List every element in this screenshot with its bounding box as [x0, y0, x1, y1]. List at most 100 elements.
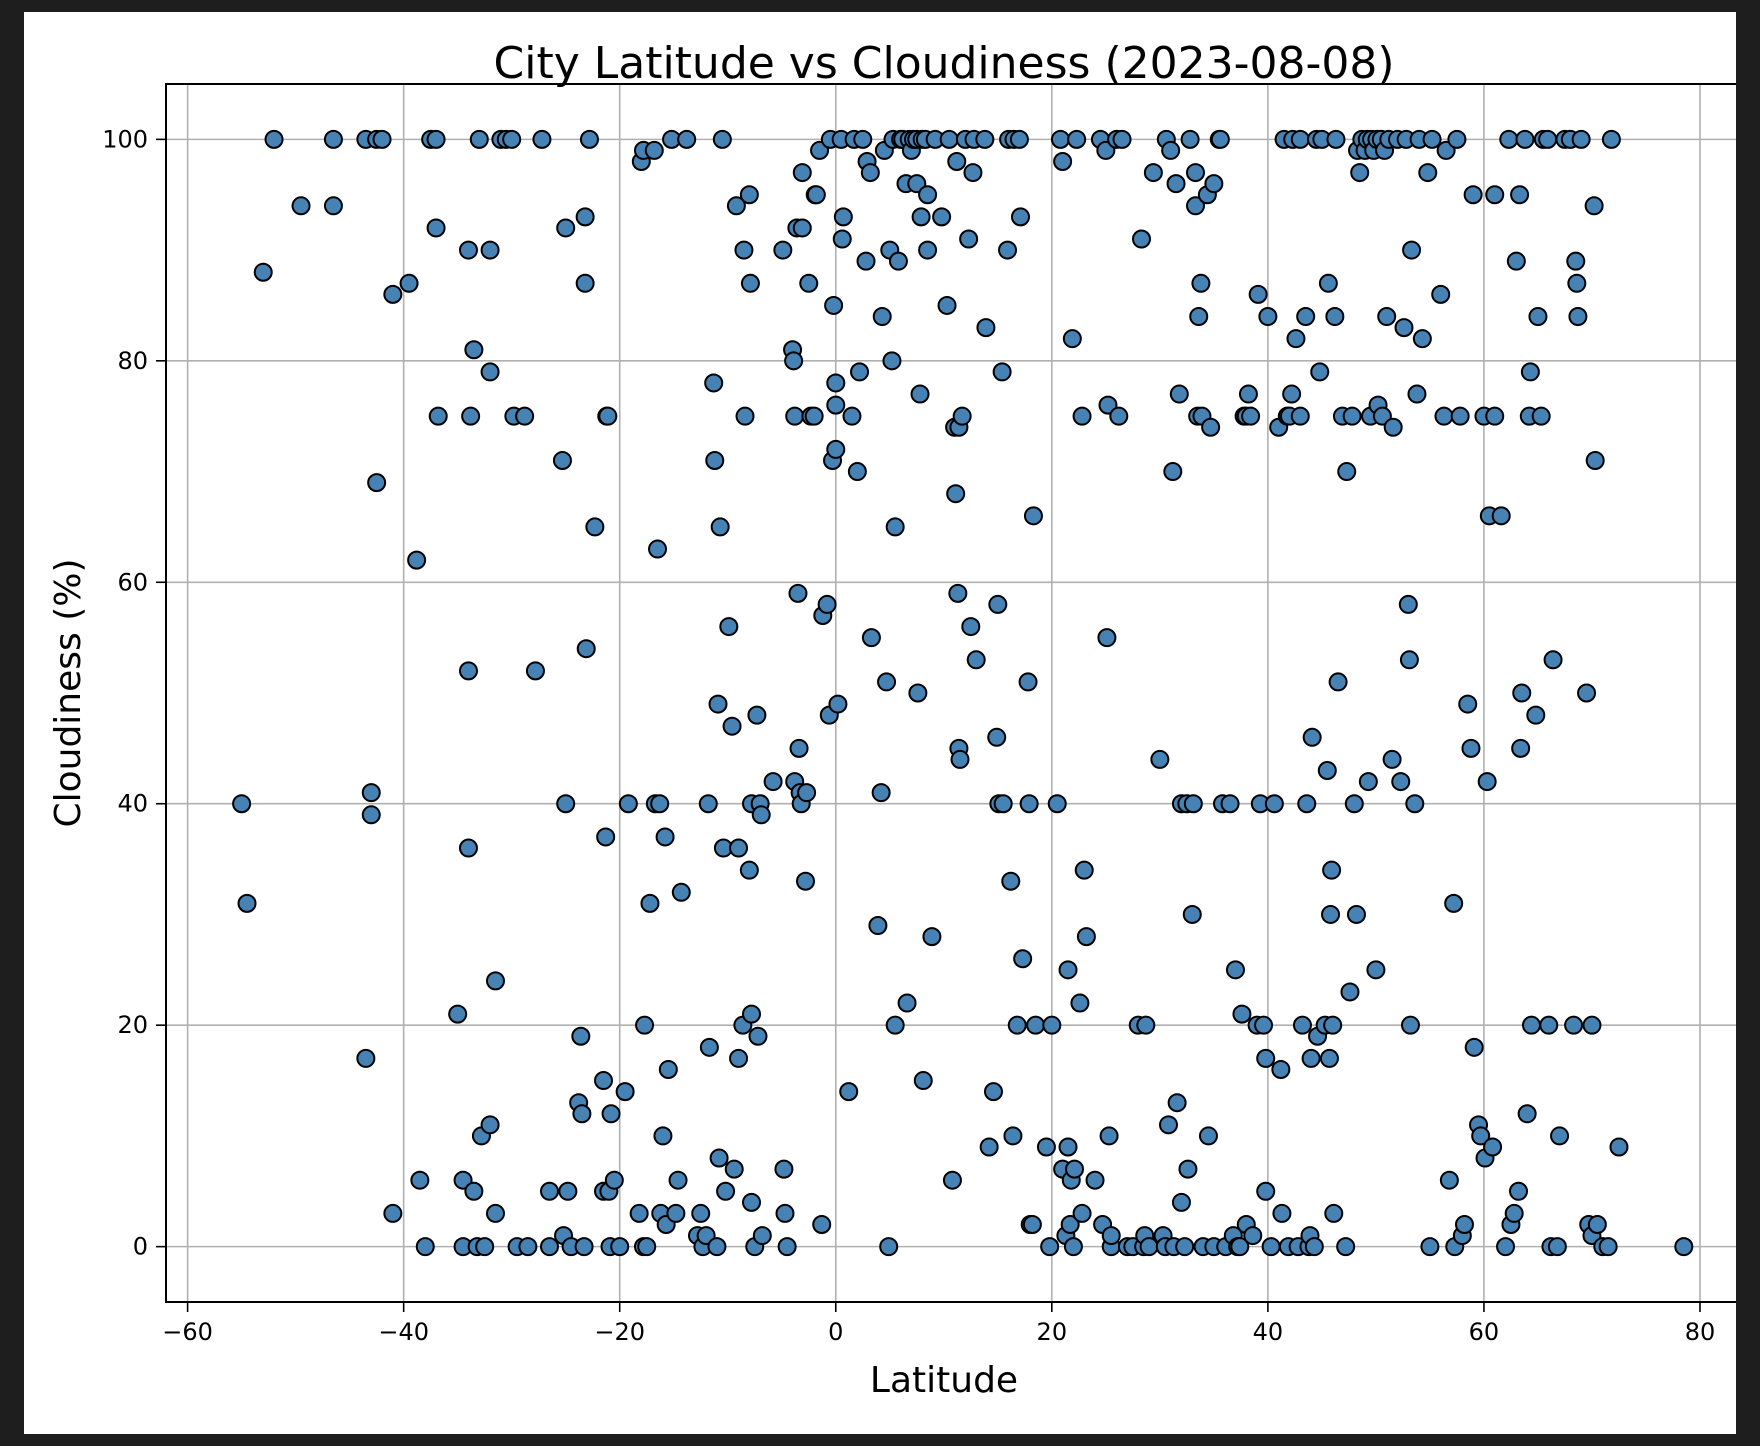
x-tick-label: 80 [1685, 1318, 1716, 1346]
data-point [635, 1015, 655, 1035]
data-point [983, 1082, 1003, 1102]
data-point [1225, 960, 1245, 980]
data-point [575, 207, 595, 227]
plot-area-border [165, 83, 1736, 1303]
data-point [946, 484, 966, 504]
data-point [879, 1237, 899, 1257]
data-point [426, 129, 446, 149]
data-point [610, 1237, 630, 1257]
data-point [1601, 129, 1621, 149]
data-point [525, 661, 545, 681]
data-point [1496, 1237, 1516, 1257]
data-point [1182, 904, 1202, 924]
data-point [788, 583, 808, 603]
data-point [1420, 1237, 1440, 1257]
data-point [1047, 794, 1067, 814]
data-point [1210, 129, 1230, 149]
data-point [910, 384, 930, 404]
data-point [1112, 129, 1132, 149]
data-point [571, 1026, 591, 1046]
data-point [323, 129, 343, 149]
data-point [861, 628, 881, 648]
data-point [885, 1015, 905, 1035]
data-point [558, 1181, 578, 1201]
data-point [950, 749, 970, 769]
data-point [850, 362, 870, 382]
data-point [1009, 129, 1029, 149]
data-point [826, 373, 846, 393]
data-point [515, 406, 535, 426]
x-tick-label: 60 [1469, 1318, 1500, 1346]
data-point [1598, 1237, 1618, 1257]
data-point [975, 129, 995, 149]
data-point [1418, 163, 1438, 183]
data-point [1491, 506, 1511, 526]
data-point [1322, 860, 1342, 880]
data-point [1261, 1237, 1281, 1257]
data-point [966, 650, 986, 670]
data-point [464, 340, 484, 360]
data-point [1018, 672, 1038, 692]
data-point [1292, 1015, 1312, 1035]
data-point [410, 1170, 430, 1190]
data-point [232, 794, 252, 814]
data-point [947, 152, 967, 172]
data-point [1180, 129, 1200, 149]
data-point [709, 1148, 729, 1168]
data-point [1400, 1015, 1420, 1035]
y-tick-label: 80 [117, 347, 148, 375]
data-point [1521, 1015, 1541, 1035]
data-point [812, 1214, 832, 1234]
data-point [1323, 1015, 1343, 1035]
data-point [1506, 251, 1526, 271]
data-point [961, 617, 981, 637]
data-point [1587, 1214, 1607, 1234]
data-point [987, 727, 1007, 747]
data-point [596, 827, 616, 847]
data-point [882, 351, 902, 371]
data-point [1319, 1048, 1339, 1068]
data-point [1383, 417, 1403, 437]
data-point [356, 1048, 376, 1068]
data-points [232, 129, 1694, 1257]
data-point [1158, 1115, 1178, 1135]
data-point [1254, 1015, 1274, 1035]
data-point [939, 129, 959, 149]
scatter-chart: City Latitude vs Cloudiness (2023-08-08)… [48, 38, 1736, 1401]
data-point [1547, 1237, 1567, 1257]
data-point [291, 196, 311, 216]
data-point [885, 517, 905, 537]
data-point [1185, 196, 1205, 216]
data-point [658, 1059, 678, 1079]
data-point [264, 129, 284, 149]
data-point [729, 1048, 749, 1068]
data-point [942, 1170, 962, 1190]
data-point [1163, 462, 1183, 482]
data-point [1337, 462, 1357, 482]
data-point [585, 517, 605, 537]
data-point [1450, 406, 1470, 426]
data-point [1050, 129, 1070, 149]
data-point [601, 1104, 621, 1124]
data-point [1264, 794, 1284, 814]
data-point [724, 1159, 744, 1179]
data-point [1271, 1059, 1291, 1079]
data-point [1584, 196, 1604, 216]
data-point [668, 1170, 688, 1190]
data-point [458, 838, 478, 858]
data-point [539, 1181, 559, 1201]
data-point [428, 406, 448, 426]
data-point [826, 439, 846, 459]
data-point [1166, 174, 1186, 194]
data-point [1258, 307, 1278, 327]
y-axis-label: Cloudiness (%) [48, 558, 89, 827]
x-tick-label: 0 [828, 1318, 843, 1346]
data-point [719, 617, 739, 637]
data-point [1013, 949, 1033, 969]
data-point [598, 406, 618, 426]
data-point [604, 1170, 624, 1190]
data-point [1220, 794, 1240, 814]
x-tick-label: −60 [162, 1318, 213, 1346]
data-point [1139, 1237, 1159, 1257]
data-point [1444, 893, 1464, 913]
